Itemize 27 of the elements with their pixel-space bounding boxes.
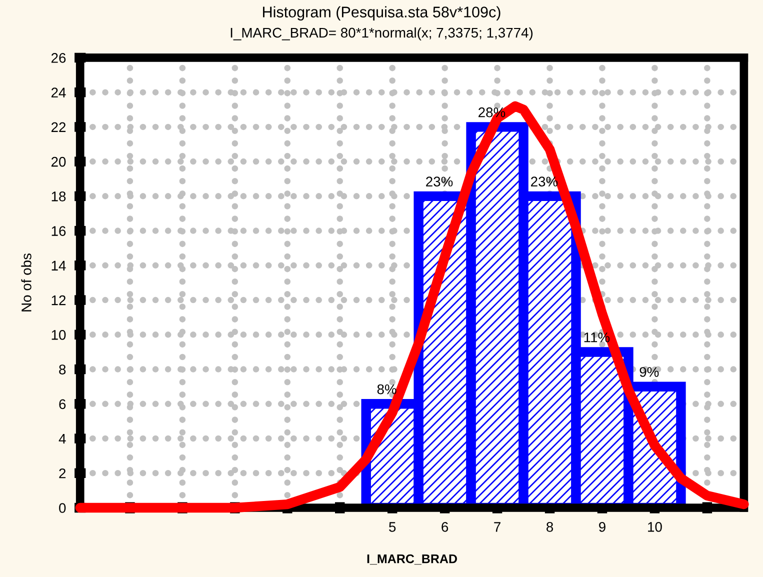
x-tick-label: 10 bbox=[648, 522, 662, 532]
y-tick-label: 10 bbox=[52, 330, 66, 340]
annotation: 23% bbox=[426, 176, 453, 186]
annotation: 9% bbox=[640, 367, 659, 377]
y-tick-label: 18 bbox=[52, 192, 66, 202]
y-tick-label: 12 bbox=[52, 295, 66, 306]
y-tick-label: 2 bbox=[59, 468, 66, 478]
x-tick-label: 7 bbox=[494, 522, 500, 532]
y-axis-title: No of obs bbox=[21, 254, 32, 312]
chart-title: Histogram (Pesquisa.sta 58v*109c) bbox=[263, 6, 500, 20]
y-tick-label: 6 bbox=[59, 399, 66, 410]
x-tick-label: 9 bbox=[599, 522, 606, 532]
x-tick-label: 5 bbox=[389, 522, 396, 532]
y-tick-label: 14 bbox=[52, 260, 66, 270]
chart-subtitle: I_MARC_BRAD= 80*1*normal(x; 7,3375; 1,3774) bbox=[230, 27, 533, 40]
y-tick-label: 24 bbox=[51, 88, 66, 98]
y-tick-label: 4 bbox=[58, 434, 66, 444]
x-axis-title: I_MARC_BRAD bbox=[367, 554, 457, 565]
y-tick-label: 0 bbox=[59, 503, 66, 513]
x-tick-label: 8 bbox=[546, 522, 554, 532]
y-tick-label: 26 bbox=[51, 53, 66, 63]
x-tick-label: 6 bbox=[442, 522, 448, 532]
y-tick-label: 22 bbox=[51, 122, 66, 132]
annotation: 8% bbox=[377, 384, 396, 394]
y-tick-label: 8 bbox=[59, 364, 66, 374]
y-tick-label: 16 bbox=[52, 226, 66, 236]
y-tick-label: 20 bbox=[51, 156, 66, 167]
